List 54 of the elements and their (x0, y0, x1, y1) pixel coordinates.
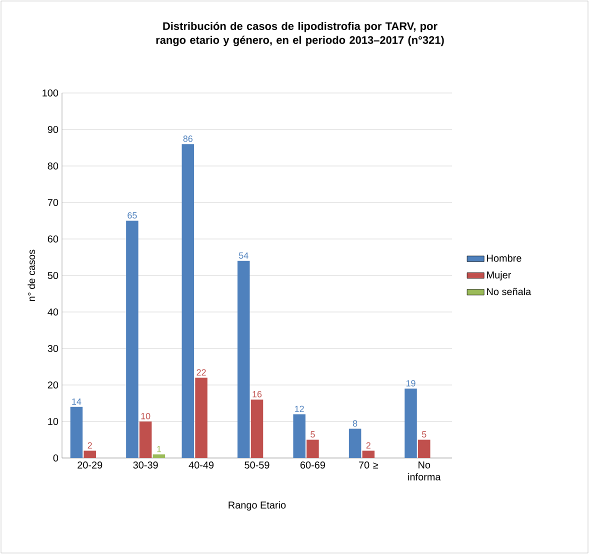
chart-title: Distribución de casos de lipodistrofia por TARV, por rango etario y género, en el periodo 2013–2017 (n°321) (156, 22, 444, 46)
bar (139, 422, 152, 458)
x-tick-label: 30-39 (133, 462, 158, 469)
data-label: 54 (239, 252, 248, 259)
data-label: 5 (310, 431, 315, 438)
legend-label: No señala (487, 288, 532, 296)
x-tick-label: 40-49 (188, 462, 214, 469)
bar (126, 220, 138, 458)
data-label: 8 (352, 420, 358, 427)
bar (238, 260, 250, 458)
legend-label: Mujer (487, 271, 512, 280)
x-tick-label: 70 ≥ (359, 462, 378, 469)
data-label: 5 (422, 431, 426, 438)
bar (70, 406, 83, 458)
bar (182, 144, 194, 458)
y-tick-label: 100 (42, 89, 58, 97)
data-label: 1 (157, 446, 161, 452)
y-axis-title: n° de casos (28, 250, 36, 301)
data-label: 14 (72, 398, 82, 405)
x-tick-label: 50-59 (244, 462, 270, 469)
y-tick-label: 80 (48, 162, 58, 170)
data-label: 12 (295, 406, 304, 412)
bar (306, 440, 319, 458)
legend-label: Hombre (487, 254, 522, 262)
bar (195, 378, 208, 458)
bar (152, 454, 166, 458)
x-tick-label: 20-29 (78, 462, 102, 469)
data-label: 22 (196, 369, 206, 376)
data-label: 19 (406, 380, 416, 386)
y-tick-label: 20 (48, 381, 58, 389)
y-tick-label: 40 (48, 308, 58, 316)
bar (293, 414, 306, 458)
bar (362, 450, 375, 458)
data-label: 2 (88, 442, 92, 448)
y-tick-label: 10 (48, 418, 58, 426)
y-tick-label: 50 (48, 272, 58, 280)
y-tick-label: 0 (53, 454, 58, 462)
x-tick-label: 60-69 (300, 462, 325, 469)
bar (250, 400, 264, 458)
data-label: 86 (183, 136, 193, 142)
x-axis-title: Rango Etario (228, 501, 286, 511)
data-label: 16 (252, 391, 262, 398)
y-tick-label: 70 (48, 198, 58, 206)
y-tick-label: 30 (48, 344, 58, 352)
bar (404, 388, 417, 458)
bar (348, 428, 362, 458)
data-label: 65 (128, 212, 137, 219)
y-tick-label: 90 (48, 126, 58, 134)
data-label: 10 (141, 412, 150, 420)
y-tick-label: 60 (48, 235, 58, 243)
bar (418, 440, 430, 458)
x-tick-label: No informa (408, 462, 441, 480)
bar (84, 450, 96, 458)
data-label: 2 (366, 442, 370, 448)
